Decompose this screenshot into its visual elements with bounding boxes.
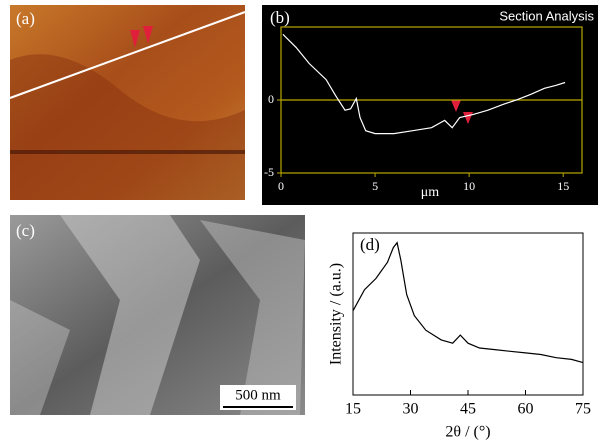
x-tick-label: 60	[518, 401, 534, 418]
x-axis-label: μm	[421, 185, 440, 200]
scale-bar-label: 500 nm	[235, 387, 281, 403]
y-axis-label: Intensity / (a.u.)	[328, 263, 345, 365]
panel-label: (b)	[270, 8, 290, 27]
sem-image	[10, 215, 305, 415]
panel-label: (c)	[16, 221, 35, 240]
y-tick-label: -5	[264, 165, 274, 179]
x-tick-label: 0	[278, 179, 284, 193]
data-line	[353, 243, 583, 363]
x-tick-label: 10	[463, 179, 475, 193]
x-tick-label: 75	[575, 401, 591, 418]
x-tick-label: 15	[345, 401, 361, 418]
afm-image	[10, 5, 245, 200]
x-tick-label: 45	[460, 401, 476, 418]
y-tick-label: 0	[268, 92, 274, 106]
panel-label: (d)	[360, 235, 380, 254]
plot-background	[262, 5, 598, 205]
x-tick-label: 30	[403, 401, 419, 418]
x-tick-label: 5	[372, 179, 378, 193]
panel-label: (a)	[16, 9, 35, 28]
x-tick-label: 15	[557, 179, 569, 193]
chart-title: Section Analysis	[499, 8, 594, 23]
plot-frame	[353, 233, 583, 395]
x-axis-label: 2θ / (°)	[445, 424, 490, 441]
figure: (a) (b) Section Analysis μm (c) 500 nm (…	[0, 0, 606, 445]
